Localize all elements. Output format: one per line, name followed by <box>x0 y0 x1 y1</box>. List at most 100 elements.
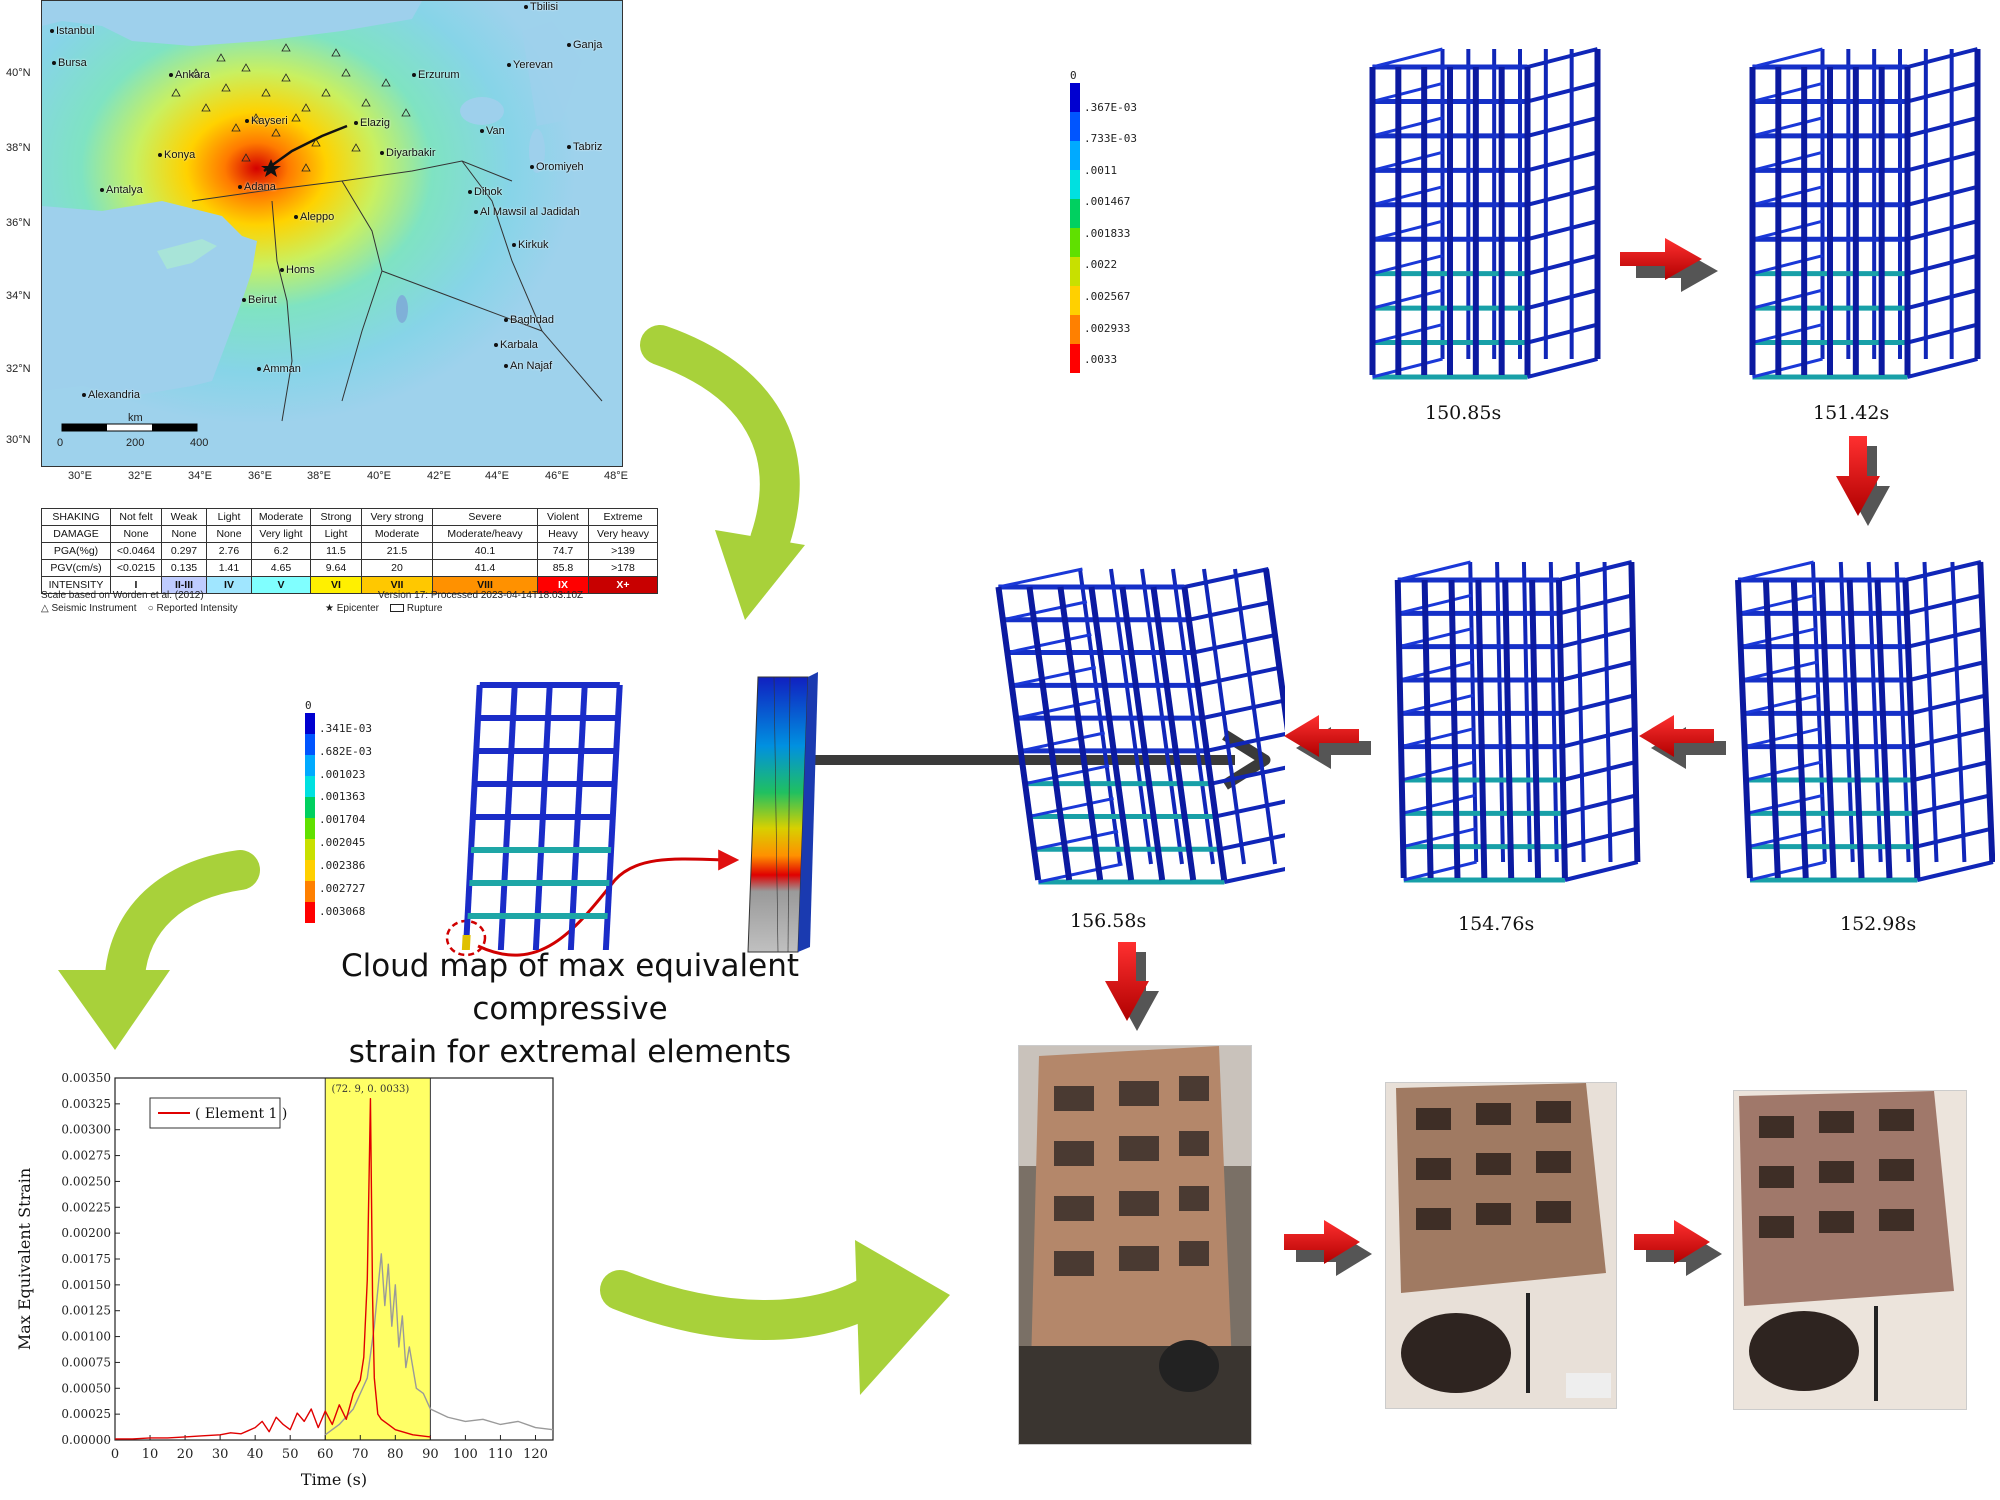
lon-tick: 46°E <box>545 470 569 482</box>
table-cell: VII <box>361 576 433 594</box>
table-row-label: PGV(cm/s) <box>41 559 111 577</box>
y-tick-label: 0.00000 <box>61 1433 111 1447</box>
building-model-150-85 <box>1369 47 1601 380</box>
city-label: Diyarbakir <box>380 147 436 159</box>
y-tick-label: 0.00275 <box>61 1149 111 1163</box>
y-tick-label: 0.00325 <box>61 1097 111 1111</box>
table-cell: Very light <box>251 525 311 543</box>
table-row: SHAKING Not felt Weak Light Moderate Strong Ve… <box>41 508 658 526</box>
column-strain-zoom <box>747 672 818 953</box>
scale-note: Scale based on Worden et al. (2012) <box>41 590 204 601</box>
y-tick-label: 0.00300 <box>61 1123 111 1137</box>
x-tick-label: 120 <box>523 1447 548 1462</box>
legend-label: .003068 <box>319 904 366 918</box>
red-arrow-down-2 <box>1105 942 1159 1031</box>
table-cell: 85.8 <box>537 559 589 577</box>
table-cell: 74.7 <box>537 542 589 560</box>
y-tick-label: 0.00150 <box>61 1278 111 1292</box>
time-caption-156-58: 156.58s <box>1070 910 1147 932</box>
legend-swatch <box>1070 112 1080 141</box>
legend-label: 0 <box>1070 69 1077 82</box>
legend-label: .002933 <box>1084 321 1131 335</box>
x-tick-label: 40 <box>247 1447 264 1462</box>
x-tick-label: 100 <box>453 1447 478 1462</box>
legend-label: .341E-03 <box>319 721 372 735</box>
table-row: DAMAGE None None None Very light Light Moderat… <box>41 525 658 543</box>
table-cell: II-III <box>161 576 207 594</box>
series-line <box>115 1097 431 1440</box>
legend-label: .001023 <box>319 767 366 781</box>
city-label: Baghdad <box>504 314 554 326</box>
table-row: INTENSITY I II-III IV V VI VII VIII IX X+ <box>41 576 658 594</box>
table-cell: X+ <box>588 576 658 594</box>
table-cell: 41.4 <box>432 559 538 577</box>
green-arrow-to-photos <box>600 1240 950 1395</box>
x-tick-label: 70 <box>352 1447 369 1462</box>
legend-label: .001467 <box>1084 195 1131 209</box>
table-cell: Severe <box>432 508 538 526</box>
table-cell: 40.1 <box>432 542 538 560</box>
y-tick-label: 0.00250 <box>61 1174 111 1188</box>
table-cell: None <box>110 525 162 543</box>
table-cell: 6.2 <box>251 542 311 560</box>
legend-label: .0033 <box>1084 353 1118 367</box>
caption-line-2: strain for extremal elements <box>348 1034 792 1070</box>
map-legend-row: △ Seismic Instrument ○ Reported Intensit… <box>41 603 238 614</box>
lon-tick: 48°E <box>604 470 628 482</box>
table-cell: Not felt <box>110 508 162 526</box>
legend-swatch <box>305 776 315 797</box>
strain-time-chart: 0.00000 0.00025 0.00050 0.00075 0.00100 0.001… <box>15 1071 554 1489</box>
city-label: Tbilisi <box>524 1 558 13</box>
time-caption-150-85: 150.85s <box>1425 402 1502 424</box>
table-cell: Very strong <box>361 508 433 526</box>
collapse-photo-2 <box>1385 1082 1617 1409</box>
lon-tick: 32°E <box>128 470 152 482</box>
y-tick-label: 0.00100 <box>61 1330 111 1344</box>
y-tick-label: 0.00200 <box>61 1226 111 1240</box>
table-cell: None <box>161 525 207 543</box>
city-label: Antalya <box>100 184 143 196</box>
legend-swatch <box>305 797 315 818</box>
shakemap: Istanbul Bursa Ankara Tbilisi Ganja Yere… <box>41 0 623 467</box>
legend-label: .001363 <box>319 790 366 804</box>
table-row-label: SHAKING <box>41 508 111 526</box>
legend-swatch <box>305 713 315 734</box>
x-tick-label: 0 <box>111 1447 119 1462</box>
green-arrow-to-chart <box>58 850 260 1050</box>
legend-label: 0 <box>305 699 312 712</box>
legend-swatch <box>1070 228 1080 257</box>
y-tick-label: 0.00025 <box>61 1407 111 1421</box>
table-row-label: INTENSITY <box>41 576 111 594</box>
table-cell: Moderate <box>251 508 311 526</box>
city-label: Kayseri <box>245 115 288 127</box>
table-row-label: DAMAGE <box>41 525 111 543</box>
legend-swatch <box>1070 286 1080 315</box>
frame-model-2d <box>461 682 623 950</box>
city-label: Ganja <box>567 39 602 51</box>
y-tick-label: 0.00350 <box>61 1071 111 1085</box>
table-cell: Light <box>206 508 252 526</box>
city-label: Homs <box>280 264 315 276</box>
table-row: PGA(%g) <0.0464 0.297 2.76 6.2 11.5 21.5 40.1 74… <box>41 542 658 560</box>
building-model-151-42 <box>1749 47 1981 380</box>
scale-unit: km <box>128 412 143 424</box>
table-cell: <0.0215 <box>110 559 162 577</box>
red-arrow-right-3 <box>1634 1220 1722 1276</box>
legend-swatch <box>305 818 315 839</box>
lat-tick: 40°N <box>6 67 31 79</box>
city-label: An Najaf <box>504 360 552 372</box>
table-cell: Strong <box>310 508 362 526</box>
lon-tick: 36°E <box>248 470 272 482</box>
table-cell: Light <box>310 525 362 543</box>
building-model-152-98 <box>1735 560 1995 883</box>
map-scale-bar <box>61 423 198 432</box>
table-cell: Moderate/heavy <box>432 525 538 543</box>
city-label: Alexandria <box>82 389 140 401</box>
y-tick-label: 0.00125 <box>61 1304 111 1318</box>
legend-swatch <box>1070 83 1080 112</box>
x-tick-label: 30 <box>212 1447 229 1462</box>
peak-annotation: (72. 9, 0. 0033) <box>332 1084 410 1095</box>
collapse-photo-1 <box>1018 1045 1252 1445</box>
table-cell: None <box>206 525 252 543</box>
